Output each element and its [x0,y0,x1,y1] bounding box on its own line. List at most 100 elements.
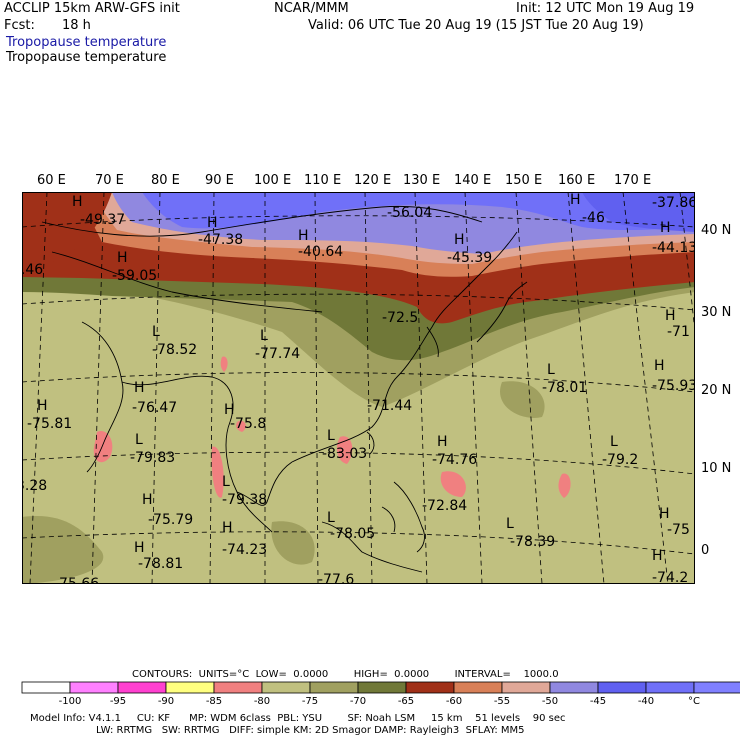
extremum-value: -45.39 [447,250,492,266]
extremum-value: -75.81 [27,416,72,432]
extremum-value: -78.81 [138,556,183,572]
lon-label: 100 E [254,173,291,188]
center-label: NCAR/MMM [274,1,349,16]
extremum-value: -78.39 [510,534,555,550]
legend-swatch [405,681,455,694]
coastlines [41,205,528,573]
model-info-line1: Model Info: V4.1.1 CU: KF MP: WDM 6class… [30,713,566,724]
legend-swatch [501,681,551,694]
legend-swatch [117,681,167,694]
extremum-value: -44.13 [652,240,695,256]
extremum-value: -71 [667,324,690,340]
extremum-mark: H [665,308,676,324]
extremum-mark: H [117,250,128,266]
extremum-value: -46 [582,210,605,226]
extremum-mark: H [454,232,465,248]
contours-info: CONTOURS: UNITS=°C LOW= 0.0000 HIGH= 0.0… [132,669,559,680]
extremum-mark: L [135,432,143,448]
legend-swatch [21,681,71,694]
cold-patch [558,473,571,498]
extremum-mark: H [224,402,235,418]
extremum-mark: L [610,434,618,450]
extremum-mark: L [327,510,335,526]
extremum-value: 3.28 [22,478,47,494]
extremum-mark: H [654,358,665,374]
lat-label: 30 N [701,305,731,320]
graticule [22,192,695,584]
extremum-mark: H [570,192,581,208]
lon-label: 60 E [37,173,66,188]
legend-swatch [357,681,407,694]
lon-label: 120 E [354,173,391,188]
legend-swatch [453,681,503,694]
legend-tick: -100 [59,696,82,707]
extremum-mark: H [660,220,671,236]
extremum-value: -75.93 [652,378,695,394]
longitude-labels: 60 E 70 E 80 E 90 E 100 E 110 E 120 E 13… [37,173,651,188]
extremum-value: -76.47 [132,400,177,416]
lat-label: 10 N [701,461,731,476]
lon-label: 130 E [403,173,440,188]
legend-swatches [21,681,740,694]
extremum-value: -40.64 [298,244,343,260]
extremum-mark: H [72,194,83,210]
extremum-value: 2.46 [22,262,43,278]
legend-tick: -45 [590,696,606,707]
extremum-mark: L [152,324,160,340]
extremum-value: -72.5 [382,310,418,326]
legend-swatch [693,681,740,694]
extremum-mark: H [37,398,48,414]
extremum-value: -71.44 [367,398,412,414]
legend-tick: -60 [446,696,462,707]
extremum-mark: H [652,548,663,564]
lon-label: 170 E [614,173,651,188]
extremum-value: -47.38 [198,232,243,248]
forecast-label: Fcst: [4,18,35,33]
extremum-value: -74.2 [652,570,688,584]
legend-swatch [597,681,647,694]
extremum-value: -72.84 [422,498,467,514]
latitude-labels: 40 N 30 N 20 N 10 N 0 [701,223,731,558]
cold-patch [236,420,246,432]
lon-label: 90 E [205,173,234,188]
warm-patch [22,516,104,584]
cold-patch [336,436,353,464]
extremum-mark: H [134,380,145,396]
lon-label: 110 E [304,173,341,188]
warm-patch [500,381,545,418]
legend-tick: -50 [542,696,558,707]
extremum-mark: H [298,228,309,244]
extremum-mark: H [659,506,670,522]
extremum-value: -79.83 [130,450,175,466]
lon-label: 150 E [505,173,542,188]
lon-label: 80 E [151,173,180,188]
extremum-mark: L [222,474,230,490]
extremum-value: -79.38 [222,492,267,508]
extremum-mark: L [506,516,514,532]
tropopause-temperature-map: H -49.37 H -47.38 H -40.64 -56.04 H -46 … [22,192,695,584]
legend-tick: -40 [638,696,654,707]
field-title-contour: Tropopause temperature [6,50,167,65]
shade-band-deep-blue [582,192,695,232]
lat-label: 20 N [701,383,731,398]
legend-tick: -85 [206,696,222,707]
legend-swatch [309,681,359,694]
legend-tick: -70 [350,696,366,707]
legend-swatch [549,681,599,694]
extremum-value: -56.04 [387,205,432,221]
extremum-value: -77.74 [255,346,300,362]
extremum-value: -77.6 [318,572,354,584]
extremum-value: -75.8 [230,416,266,432]
extremum-value: -75 [667,522,690,538]
extremum-value: -59.05 [112,268,157,284]
legend-swatch [645,681,695,694]
field-title-shaded: Tropopause temperature [6,35,167,50]
color-legend: -100 -95 -90 -85 -80 -75 -70 -65 -60 -55… [21,681,740,707]
extremum-value: -78.01 [542,380,587,396]
extremum-mark: H [222,520,233,536]
lon-label: 70 E [95,173,124,188]
init-time: Init: 12 UTC Mon 19 Aug 19 [516,1,695,16]
legend-tick: -90 [158,696,174,707]
extremum-value: -78.05 [330,526,375,542]
lat-label: 40 N [701,223,731,238]
